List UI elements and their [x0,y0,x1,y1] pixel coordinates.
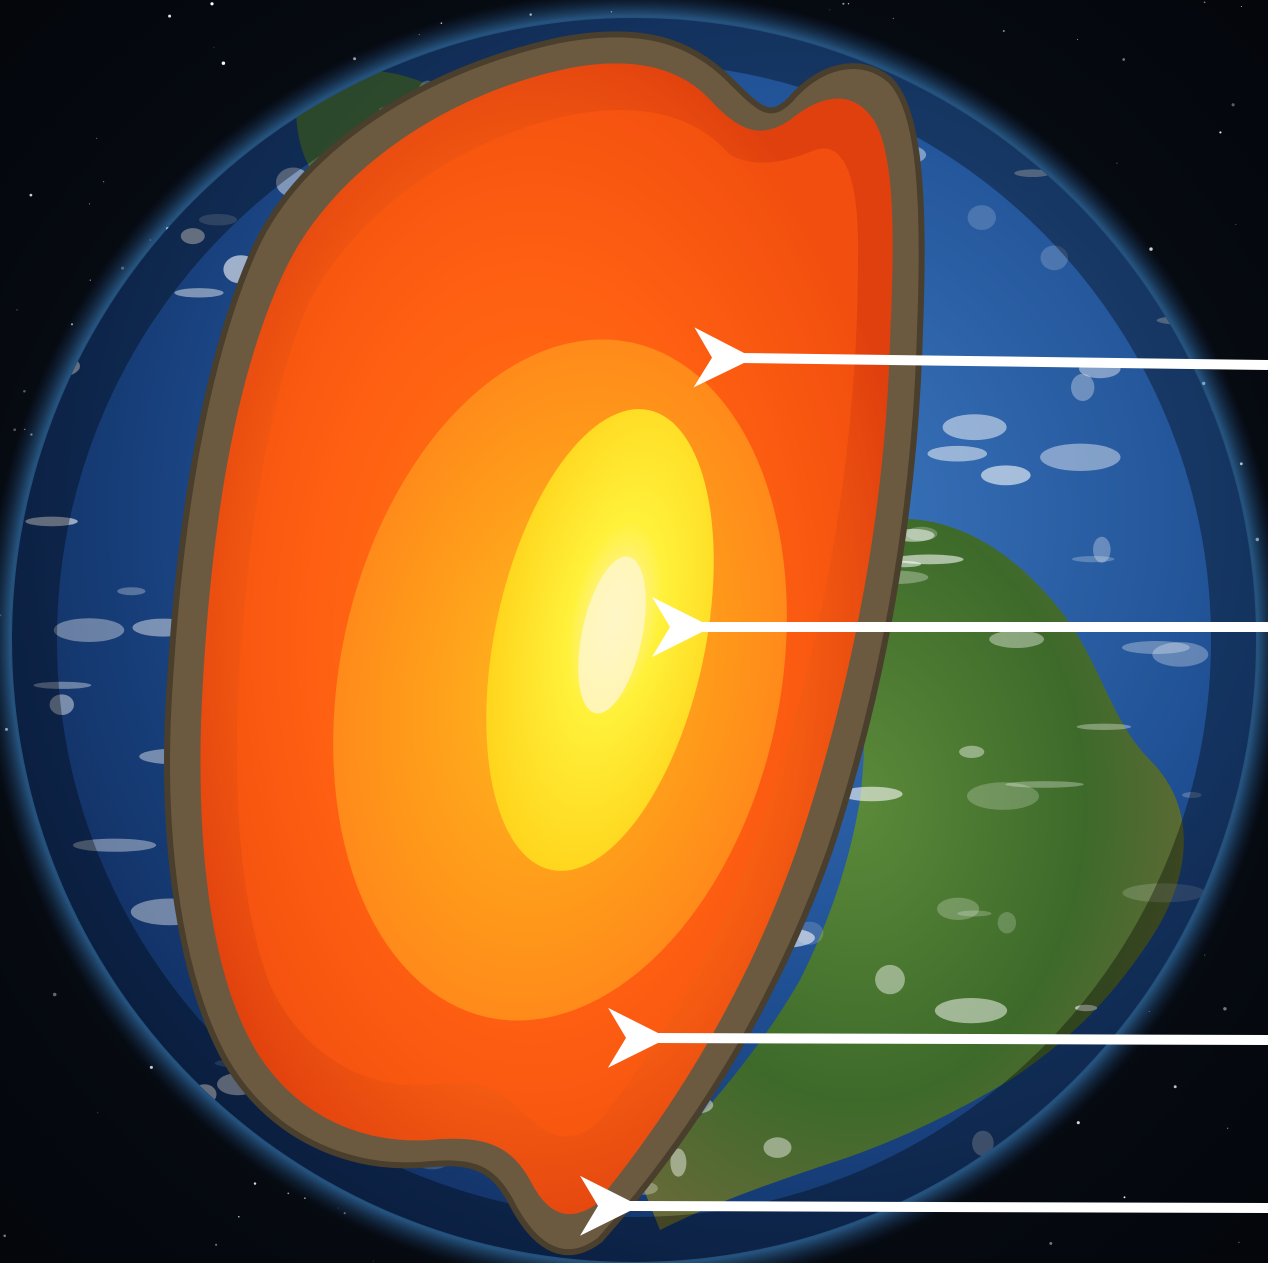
cloud [937,897,980,920]
cloud [117,587,146,596]
star [97,1112,99,1114]
star [168,14,172,18]
star [221,61,226,65]
cloud [198,214,238,226]
cloud [934,998,1008,1024]
cloud [967,782,1039,810]
cloud [1040,245,1069,271]
star [287,1192,290,1195]
cloud [670,1148,687,1177]
cloud [1075,1004,1098,1012]
cloud [840,786,903,802]
star [13,428,17,432]
inner-core-center-glow [578,556,646,714]
star [842,2,845,5]
star [52,992,57,997]
star [213,46,215,48]
star [89,279,91,281]
star [1076,1121,1080,1125]
star [238,1216,240,1218]
star [1049,1241,1053,1245]
star [1204,954,1206,956]
star [847,3,850,5]
star [215,1243,218,1246]
star [1002,29,1005,33]
cloud [1014,169,1051,177]
cloud [1093,536,1111,563]
star [829,9,831,11]
cloud [875,964,905,995]
star [1203,1,1206,4]
cloud [959,745,985,759]
star [1226,1127,1229,1130]
cloud [967,205,996,230]
star [1173,1085,1177,1089]
star [1122,58,1126,61]
star [372,1260,374,1262]
cloud [942,414,1007,441]
star [3,1234,6,1238]
star [29,193,33,197]
cloud [72,838,157,852]
pointer-arrow-outer-core [693,327,1268,388]
cloud [1152,642,1209,667]
star [1076,38,1078,40]
cloud [180,228,205,245]
cloud [1182,792,1202,798]
star [102,181,105,183]
star [1116,162,1118,164]
cloud [33,681,92,689]
cloud [1071,373,1095,401]
cloud [894,554,964,565]
pointer-arrow-mantle [607,1007,1268,1068]
star [1219,131,1222,134]
cloud [972,1130,994,1156]
star [253,1182,257,1185]
cloud [1040,443,1121,471]
star [1123,1196,1126,1199]
cloud [763,1137,792,1158]
cloud [174,288,224,298]
cloud [997,912,1017,934]
continent-south-america [640,518,1184,1230]
cloud [25,516,78,527]
cloud [981,465,1031,486]
star [1238,1241,1240,1244]
star [1240,5,1242,8]
cloud [1072,556,1115,563]
cloud [927,445,988,462]
star [95,137,98,140]
cloud [53,618,125,642]
pointer-arrow-crust [579,1175,1268,1236]
cloud [989,630,1044,648]
cloud [1122,641,1190,654]
cloud [957,910,992,917]
cloud [1076,723,1132,730]
star [23,390,26,393]
star [16,309,18,311]
star [210,2,214,6]
cloud [1122,883,1206,903]
star [892,17,894,20]
cloud [1005,781,1084,788]
star [1223,1007,1227,1011]
cloud [49,694,74,715]
star [1231,103,1235,107]
star [1235,223,1237,226]
star [88,203,90,205]
